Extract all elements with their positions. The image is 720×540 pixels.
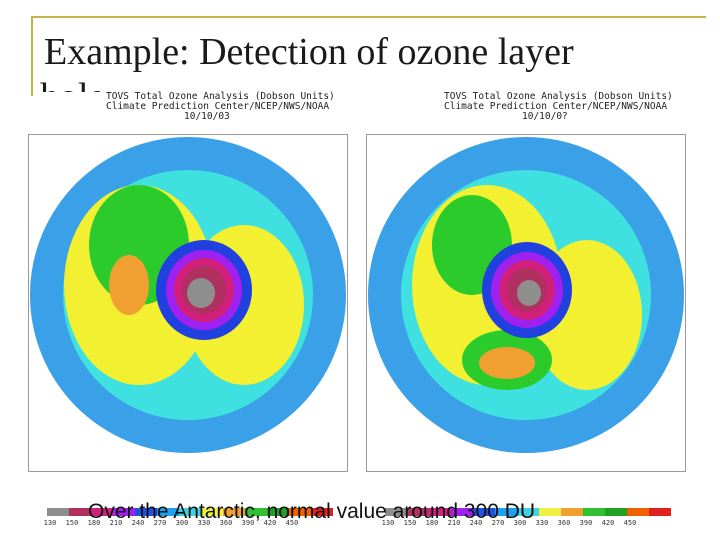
map-header: TOVS Total Ozone Analysis (Dobson Units)… — [444, 91, 673, 122]
ozone-map: 130 150 180 210 240 270 300 330 360 390 420 450 — [366, 134, 686, 527]
map-header: TOVS Total Ozone Analysis (Dobson Units)… — [106, 91, 335, 122]
slide-caption: Over the Antarctic, normal value around … — [88, 500, 536, 523]
title-rule-vertical — [31, 16, 33, 96]
title-rule-horizontal — [31, 16, 706, 18]
colorbar-ticks: 130 150 180 210 240 270 300 330 360 390 420 450 — [381, 519, 637, 527]
colorbar — [47, 508, 333, 516]
slide-title-overflow: hole — [40, 78, 100, 92]
ozone-map-panel-left: TOVS Total Ozone Analysis (Dobson Units)… — [28, 91, 348, 527]
slide-title: Example: Detection of ozone layer — [44, 31, 574, 73]
colorbar-ticks: 130 150 180 210 240 270 300 330 360 390 420 450 — [43, 519, 299, 527]
ozone-map: 130 150 180 210 240 270 300 330 360 390 420 450 — [28, 134, 348, 527]
colorbar — [385, 508, 671, 516]
ozone-map-panel-right: TOVS Total Ozone Analysis (Dobson Units)… — [366, 91, 686, 527]
